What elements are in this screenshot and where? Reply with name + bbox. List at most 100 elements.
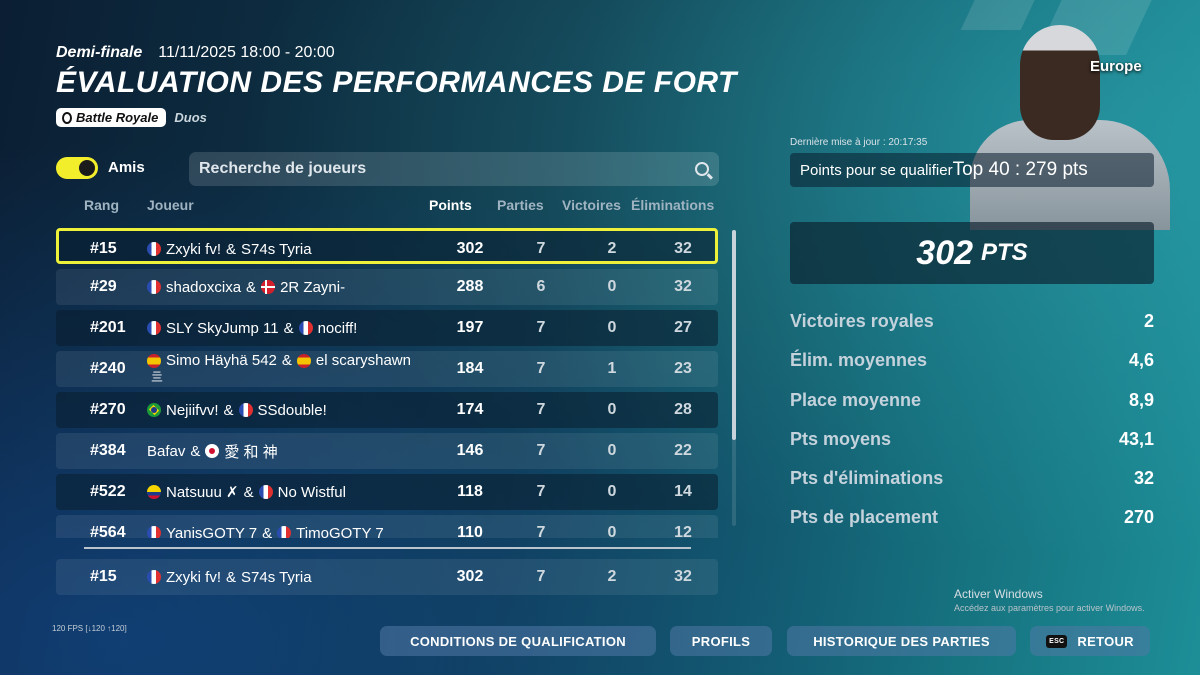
player-separator: & (223, 401, 234, 419)
activation-subtitle: Accédez aux paramètres pour activer Wind… (954, 603, 1145, 613)
row-eliminations: 32 (674, 240, 692, 257)
row-eliminations: 27 (674, 319, 692, 336)
column-eliminations[interactable]: Éliminations (631, 197, 715, 213)
row-points: 118 (457, 483, 483, 500)
flag-france-icon (298, 321, 313, 335)
leaderboard-row-selected[interactable]: #15 Zxyki fv! & S74s Tyria 302 7 2 32 (56, 228, 718, 264)
event-datetime: 11/11/2025 18:00 - 20:00 (158, 44, 335, 61)
row-matches: 7 (536, 401, 546, 418)
player-search-input[interactable]: Recherche de joueurs (189, 152, 719, 186)
player-1-name: Natsuuu ✗ (166, 484, 239, 501)
player-1-name: Bafav (147, 442, 186, 460)
friends-toggle[interactable] (56, 157, 98, 179)
stat-avg-placement: Place moyenne 8,9 (790, 390, 1154, 411)
button-label: HISTORIQUE DES PARTIES (813, 633, 990, 649)
column-matches[interactable]: Parties (497, 197, 544, 213)
column-wins[interactable]: Victoires (562, 197, 621, 213)
flag-france-icon (147, 526, 161, 538)
stat-value: 2 (1143, 311, 1154, 331)
stat-label: Élim. moyennes (790, 350, 928, 370)
button-label: CONDITIONS DE QUALIFICATION (410, 633, 626, 649)
row-rank: #15 (90, 568, 117, 585)
flag-spain-icon (147, 353, 161, 368)
flag-france-icon (147, 280, 161, 294)
flag-france-icon (147, 321, 161, 335)
leaderboard-list: #15 Zxyki fv! & S74s Tyria 302 7 2 32 #2… (56, 228, 719, 538)
player-separator: & (246, 278, 257, 296)
friends-label: Amis (108, 159, 145, 176)
row-players: Bafav & 愛 和 神 (147, 433, 437, 469)
player-1-name: Nejiifvv! (166, 401, 219, 419)
activation-title: Activer Windows (954, 587, 1043, 601)
row-matches: 7 (536, 360, 546, 377)
row-wins: 2 (607, 568, 617, 585)
leaderboard-row[interactable]: #564 YanisGOTY 7 & TimoGOTY 7 110 7 0 12 (56, 515, 718, 538)
row-wins: 0 (607, 483, 617, 500)
qualify-value: Top 40 : 279 pts (952, 159, 1088, 180)
pinned-player-row[interactable]: #15 Zxyki fv! & S74s Tyria 302 7 2 32 (56, 559, 718, 595)
flag-france-icon (277, 526, 292, 538)
leaderboard-row[interactable]: #29 shadoxcixa & 2R Zayni- 288 6 0 32 (56, 269, 718, 305)
match-history-button[interactable]: HISTORIQUE DES PARTIES (787, 626, 1016, 656)
stat-label: Pts moyens (790, 429, 892, 449)
stage-label: Demi-finale (56, 44, 143, 61)
stat-label: Pts de placement (790, 507, 939, 527)
leaderboard-row[interactable]: #201 SLY SkyJump 11 & nociff! 197 7 0 27 (56, 310, 718, 346)
search-icon[interactable] (695, 162, 709, 176)
player-2-name: S74s Tyria (241, 568, 312, 586)
pinned-divider (84, 547, 691, 549)
leaderboard-row[interactable]: #270 Nejiifvv! & SSdouble! 174 7 0 28 (56, 392, 718, 428)
player-2-name: TimoGOTY 7 (296, 524, 384, 539)
total-points-value: 302 (916, 233, 974, 272)
total-points-unit: PTS (981, 239, 1028, 266)
esc-key-icon: ESC (1046, 634, 1068, 648)
row-matches: 7 (536, 319, 546, 336)
flag-france-icon (258, 485, 273, 499)
player-1-name: YanisGOTY 7 (166, 524, 258, 539)
row-rank: #384 (90, 442, 126, 459)
row-matches: 7 (536, 568, 546, 585)
player-2-name: S74s Tyria (241, 240, 312, 258)
leaderboard-row[interactable]: #384 Bafav & 愛 和 神 146 7 0 22 (56, 433, 718, 469)
row-players: Zxyki fv! & S74s Tyria (147, 559, 437, 595)
row-eliminations: 23 (674, 360, 692, 377)
row-points: 174 (456, 401, 484, 418)
row-matches: 7 (536, 483, 546, 500)
flag-brazil-icon (147, 403, 161, 417)
qualification-conditions-button[interactable]: CONDITIONS DE QUALIFICATION (380, 626, 656, 656)
profiles-button[interactable]: PROFILS (670, 626, 772, 656)
medal-icon (62, 111, 72, 124)
row-points: 197 (456, 319, 484, 336)
player-2-name: No Wistful (277, 483, 346, 501)
column-points[interactable]: Points (429, 197, 472, 213)
back-button[interactable]: ESC RETOUR (1030, 626, 1150, 656)
list-scrollbar[interactable] (732, 230, 736, 526)
event-subtitle: Demi-finale 11/11/2025 18:00 - 20:00 (56, 44, 335, 62)
player-separator: & (226, 568, 237, 586)
scrollbar-thumb[interactable] (732, 230, 736, 440)
row-wins: 0 (607, 319, 617, 336)
row-players: shadoxcixa & 2R Zayni- (147, 269, 437, 305)
row-points: 146 (456, 442, 484, 459)
player-2-name: el scaryshawn (315, 352, 411, 369)
flag-denmark-icon (261, 280, 276, 294)
player-1-name: SLY SkyJump 11 (166, 319, 279, 337)
row-matches: 7 (536, 442, 546, 459)
player-separator: & (262, 524, 273, 539)
leaderboard-row[interactable]: #240 Simo Häyhä 542 & el scaryshawn 亖 18… (56, 351, 718, 387)
player-1-name: Zxyki fv! (166, 240, 221, 258)
stat-avg-elims: Élim. moyennes 4,6 (790, 350, 1154, 371)
row-eliminations: 22 (674, 442, 692, 459)
flag-france-icon (147, 242, 161, 256)
qualify-threshold: Points pour se qualifier Top 40 : 279 pt… (790, 153, 1154, 187)
column-rank: Rang (84, 197, 119, 213)
player-separator: & (226, 240, 237, 258)
leaderboard-row[interactable]: #522 Natsuuu ✗ & No Wistful 118 7 0 14 (56, 474, 718, 510)
row-wins: 0 (607, 278, 617, 295)
player-2-name: SSdouble! (257, 401, 327, 419)
player-name-overflow: 亖 (151, 370, 164, 384)
mode-badge: Battle Royale (56, 108, 167, 127)
row-players: Nejiifvv! & SSdouble! (147, 392, 437, 428)
row-eliminations: 32 (674, 568, 692, 585)
row-points: 302 (456, 240, 484, 257)
